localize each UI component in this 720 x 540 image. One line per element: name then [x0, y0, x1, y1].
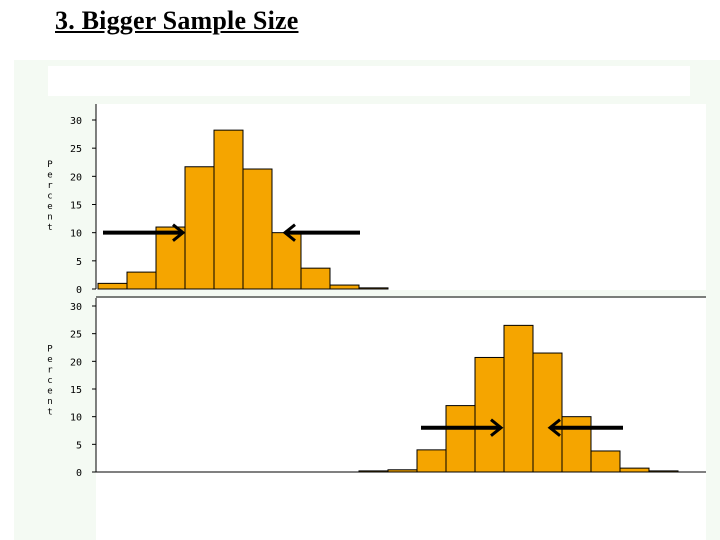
y-tick-label: 20 — [70, 172, 82, 183]
y-tick-label: 0 — [76, 285, 82, 296]
y-tick-label: 25 — [70, 144, 82, 155]
histogram-bar — [590, 450, 621, 473]
histogram-bar — [242, 168, 273, 290]
arrow-right-head — [172, 223, 186, 242]
y-axis-label-letter: n — [47, 397, 52, 407]
histogram-bar — [329, 284, 360, 290]
y-tick-label: 15 — [70, 201, 82, 212]
y-axis-label-letter: c — [47, 192, 52, 202]
histogram-bar — [387, 469, 418, 473]
histogram-bar — [445, 405, 476, 473]
histogram-bar — [358, 287, 389, 290]
y-axis-label-letter: P — [47, 160, 53, 170]
histogram-bar — [503, 324, 534, 473]
y-tick-label: 5 — [76, 440, 82, 451]
histogram-bar — [561, 416, 592, 473]
histogram-bar — [213, 129, 244, 290]
histogram-bar — [416, 449, 447, 473]
y-axis-label-letter: r — [47, 366, 53, 376]
y-axis-label-letter: t — [47, 223, 52, 233]
y-axis-label-letter: n — [47, 213, 52, 223]
histogram-bar — [474, 356, 505, 473]
y-tick-label: 10 — [70, 229, 82, 240]
y-tick-label: 10 — [70, 413, 82, 424]
y-axis-label-letter: e — [47, 355, 52, 365]
y-axis-label-letter: t — [47, 408, 52, 418]
bottom-blank-area — [96, 470, 706, 540]
y-axis-label-letter: e — [47, 387, 52, 397]
histogram-bar — [97, 282, 128, 290]
arrow-left-head — [282, 223, 296, 242]
histogram-bar — [155, 226, 186, 290]
histogram-bar — [271, 232, 302, 290]
y-axis-label-letter: e — [47, 171, 52, 181]
chart-title-band — [48, 66, 690, 96]
y-tick-label: 30 — [70, 302, 82, 313]
histogram-bar — [648, 470, 679, 473]
y-tick-label: 25 — [70, 330, 82, 341]
arrow-right-head — [490, 418, 504, 437]
y-tick-label: 0 — [76, 468, 82, 479]
y-tick-label: 30 — [70, 116, 82, 127]
y-axis-label-letter: e — [47, 202, 52, 212]
histogram-bar — [126, 271, 157, 290]
y-tick-label: 5 — [76, 257, 82, 268]
histogram-bar — [184, 166, 215, 290]
y-axis-label-letter: P — [47, 345, 53, 355]
y-tick-label: 15 — [70, 385, 82, 396]
histogram-bar — [358, 470, 389, 473]
page-title: 3. Bigger Sample Size — [55, 6, 299, 35]
histogram-bar — [300, 267, 331, 290]
y-axis-label-letter: c — [47, 376, 52, 386]
histogram-bar — [619, 467, 650, 473]
arrow-left-head — [547, 418, 561, 437]
plot-area-2 — [96, 298, 706, 473]
histogram-bar — [532, 352, 563, 473]
y-axis-label-letter: r — [47, 181, 53, 191]
y-tick-label: 20 — [70, 357, 82, 368]
